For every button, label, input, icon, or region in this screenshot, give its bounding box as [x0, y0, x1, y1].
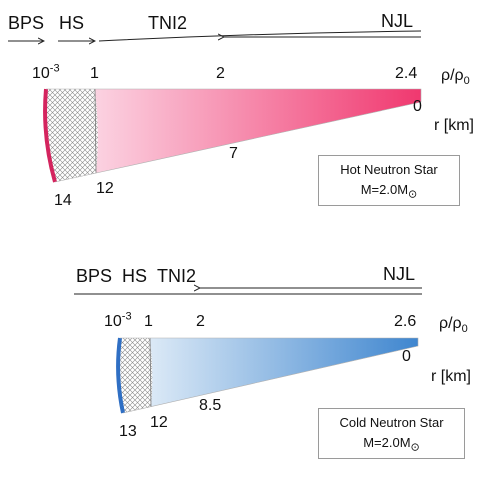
cold-star-label-box: Cold Neutron Star M=2.0M⊙	[318, 408, 465, 459]
hot-density-tick-0: 10-3	[32, 62, 60, 82]
cold-density-tick-3: 2.6	[394, 313, 417, 330]
cold-eos-bps-label: BPS	[76, 266, 113, 286]
cold-eos-arrows	[74, 288, 422, 295]
hot-star-mass: M=2.0M⊙	[360, 182, 418, 201]
hot-eos-bps-label: BPS	[8, 13, 45, 33]
hot-eos-njl-label: NJL	[381, 11, 414, 31]
hot-radius-tick-7: 7	[229, 145, 238, 162]
cold-radius-tick-8-5: 8.5	[199, 397, 222, 414]
hot-density-tick-2: 2	[216, 65, 225, 82]
hot-tni2-line	[98, 30, 422, 42]
cold-outer-crust	[116, 337, 125, 414]
hot-hatched-crust	[45, 89, 98, 182]
hot-radius-tick-14: 14	[54, 192, 72, 209]
cold-radius-tick-13: 13	[119, 423, 137, 440]
cold-eos-hs-label: HS	[122, 266, 148, 286]
hot-star-label-box: Hot Neutron Star M=2.0M⊙	[318, 155, 460, 206]
cold-density-axis-label: ρ/ρ0	[439, 315, 468, 336]
cold-star-title: Cold Neutron Star	[339, 415, 444, 430]
hot-density-axis-label: ρ/ρ0	[441, 67, 470, 88]
cold-density-tick-2: 2	[196, 313, 205, 330]
hot-density-tick-3: 2.4	[395, 65, 418, 82]
cold-radius-tick-12: 12	[150, 414, 168, 431]
hot-eos-arrows	[8, 30, 422, 42]
cold-density-tick-0: 10-3	[104, 310, 132, 330]
hot-star-wedge	[45, 89, 421, 182]
hot-radius-tick-0: 0	[413, 98, 422, 115]
hot-outer-crust	[43, 88, 57, 183]
hot-radius-tick-12: 12	[96, 180, 114, 197]
cold-radius-axis-label: r [km]	[431, 368, 471, 385]
cold-hatched-crust	[118, 338, 153, 413]
cold-eos-tni2-label: TNI2	[157, 266, 197, 286]
cold-star-wedge	[118, 338, 419, 413]
cold-density-tick-1: 1	[144, 313, 153, 330]
hot-eos-tni2-label: TNI2	[148, 13, 188, 33]
cold-star-mass: M=2.0M⊙	[363, 435, 420, 454]
hot-star-title: Hot Neutron Star	[340, 162, 438, 177]
hot-density-tick-1: 1	[90, 65, 99, 82]
hot-eos-hs-label: HS	[59, 13, 85, 33]
cold-eos-njl-label: NJL	[383, 264, 416, 284]
hot-radius-axis-label: r [km]	[434, 117, 474, 134]
cold-radius-tick-0: 0	[402, 348, 411, 365]
